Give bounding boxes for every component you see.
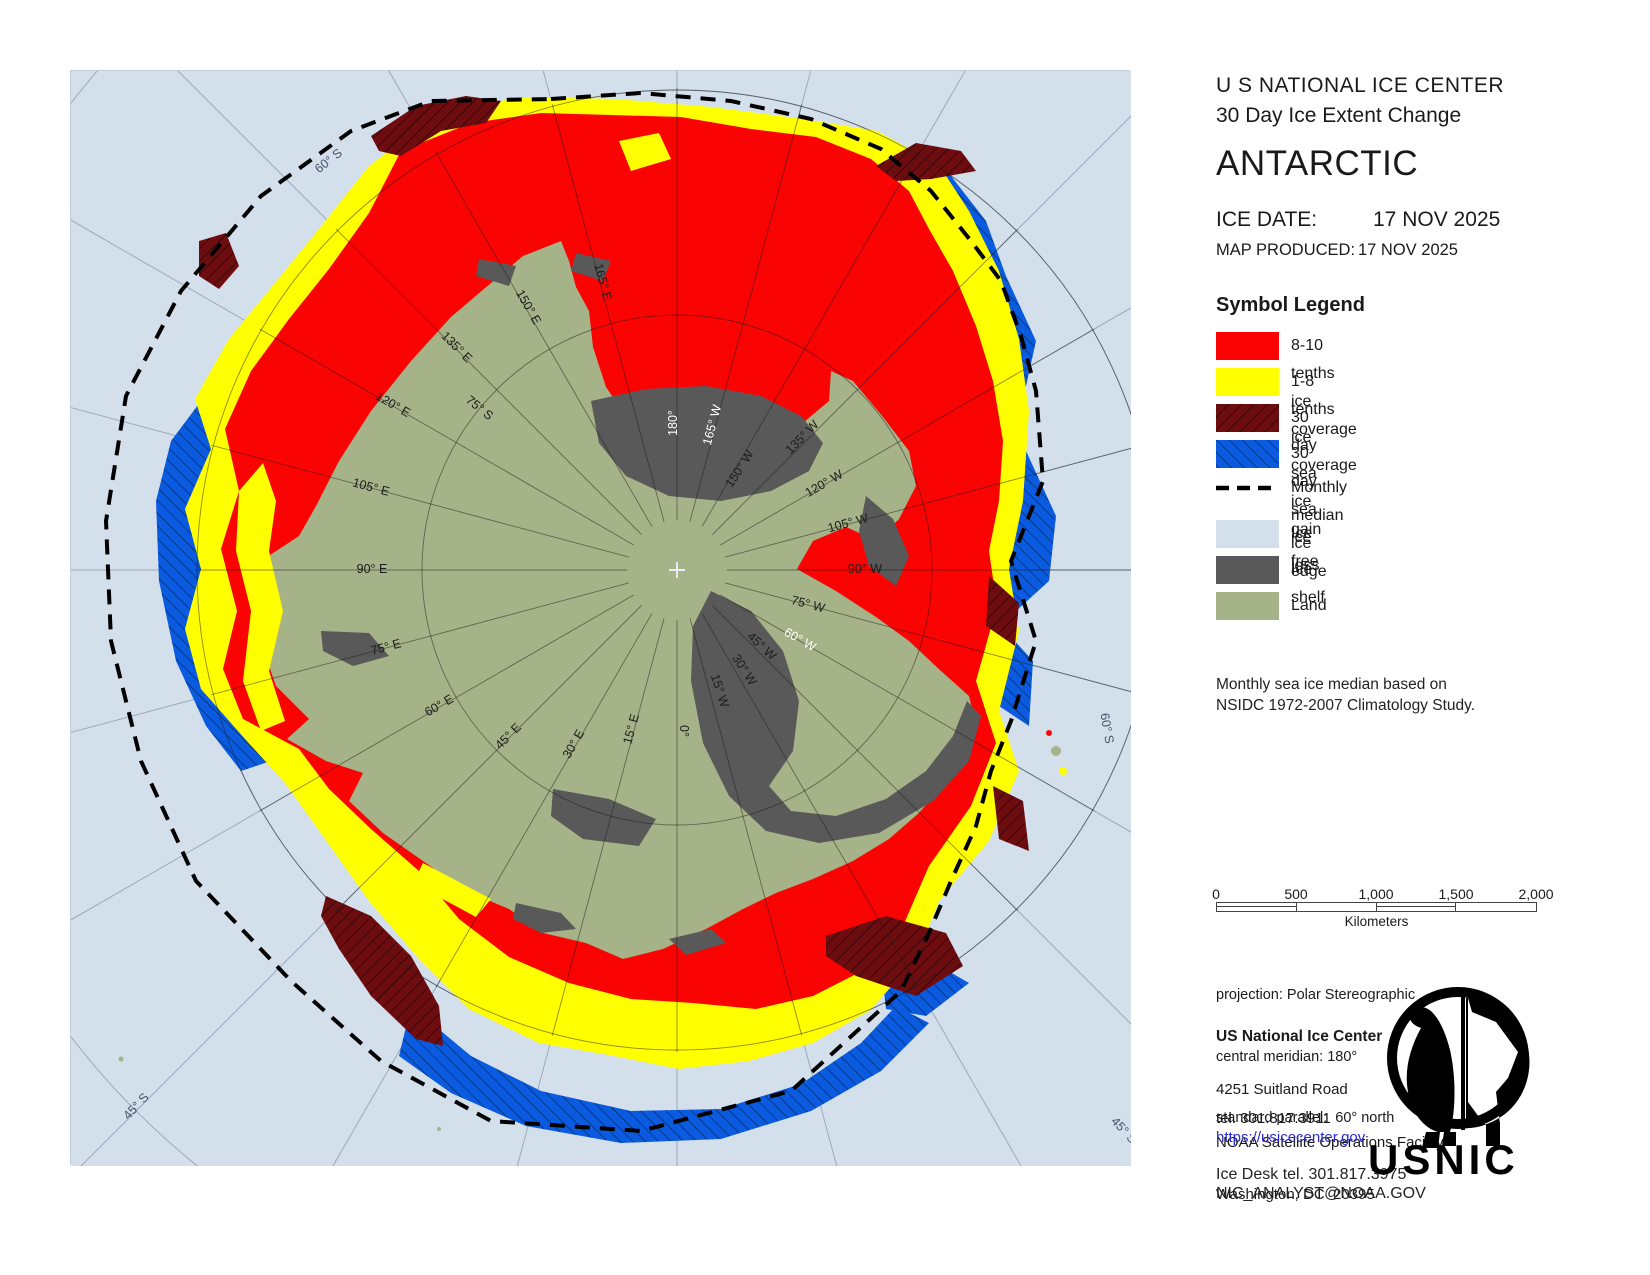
median-note-line1: Monthly sea ice median based on xyxy=(1216,676,1447,693)
projection-line: central meridian: 180° xyxy=(1216,1048,1358,1065)
usnic-logo: USNIC xyxy=(1368,987,1530,1180)
legend-label: 8-10 tenths ice coverage xyxy=(1291,337,1357,438)
dashed-line-swatch xyxy=(1216,485,1279,491)
logo-text: USNIC xyxy=(1368,1136,1519,1180)
legend-label: 30 day sea ice gain xyxy=(1291,409,1322,538)
loss-swatch xyxy=(1216,440,1279,468)
website-link[interactable]: https://usicecenter.gov xyxy=(1216,1129,1366,1146)
ice-date-row: ICE DATE: 17 NOV 2025 xyxy=(1216,208,1500,232)
ice-shelf-swatch xyxy=(1216,556,1279,584)
land-swatch xyxy=(1216,592,1279,620)
ross-ice-shelf xyxy=(591,386,823,501)
legend-label: 1-8 tenths ice coverage xyxy=(1291,373,1357,474)
map-produced-label: MAP PRODUCED: xyxy=(1216,241,1356,259)
analyst-email: NIC_ANALYST@NOAA.GOV xyxy=(1216,1185,1426,1202)
scale-bar-segments xyxy=(1216,902,1537,912)
graticule-label: 0° xyxy=(677,725,691,737)
product-title: 30 Day Ice Extent Change xyxy=(1216,104,1462,127)
median-note-line2: NSIDC 1972-2007 Climatology Study. xyxy=(1216,697,1476,714)
legend-label: Land xyxy=(1291,597,1327,614)
contact-name: US National Ice Center xyxy=(1216,1028,1383,1045)
ronne-ice-shelf xyxy=(691,591,981,843)
page-title: ANTARCTIC xyxy=(1216,144,1419,183)
south-pole-marker xyxy=(669,562,685,578)
scale-tick: 2,000 xyxy=(1518,886,1554,902)
scale-tick: 500 xyxy=(1284,886,1308,902)
outlying-islands xyxy=(118,730,1067,1131)
logo-pole xyxy=(1461,990,1465,1130)
land-antarctica xyxy=(257,241,976,959)
median-ice-edge xyxy=(103,90,1046,1134)
contact-address-line: Washington, DC 20395 xyxy=(1216,1186,1375,1203)
scale-bar: 0 500 1,000 1,500 2,000 Kilometers xyxy=(1212,886,1553,929)
legend-label: Ice shelf xyxy=(1291,561,1325,606)
ice-shelf-region xyxy=(321,253,981,955)
legend-label: 30 day sea ice loss xyxy=(1291,445,1320,574)
ice-free-swatch xyxy=(1216,520,1279,548)
penguin-feet xyxy=(1422,1122,1500,1148)
graticule-label: 90° E xyxy=(357,562,388,576)
projection-line: projection: Polar Stereographic xyxy=(1216,987,1416,1003)
map-produced-value: 17 NOV 2025 xyxy=(1358,241,1458,259)
ice-desk-tel: Ice Desk tel. 301.817.3975 xyxy=(1216,1166,1407,1183)
penguin-icon xyxy=(1406,1007,1455,1132)
ice-date-label: ICE DATE: xyxy=(1216,208,1318,231)
ice-date-value: 17 NOV 2025 xyxy=(1373,208,1501,231)
median-note: Monthly sea ice median based on NSIDC 19… xyxy=(1216,674,1475,716)
org-title: U S NATIONAL ICE CENTER xyxy=(1216,74,1505,97)
projection-line: standard parallel: 60° north xyxy=(1216,1110,1395,1126)
graticule-label: 60° S xyxy=(1097,712,1116,745)
contact-address-line: 4251 Suitland Road xyxy=(1216,1081,1348,1098)
scale-tick: 1,000 xyxy=(1358,886,1394,902)
legend-label: Monthly median ice edge xyxy=(1291,479,1348,580)
contact-tel: tel. 301.817.3911 xyxy=(1216,1110,1331,1127)
legend-title: Symbol Legend xyxy=(1216,294,1365,316)
map-produced-row: MAP PRODUCED: 17 NOV 2025 xyxy=(1216,241,1458,260)
contact-address: 4251 Suitland Road NOAA Satellite Operat… xyxy=(1216,1046,1444,1239)
polar-bear-icon xyxy=(1466,998,1530,1128)
scale-tick: 1,500 xyxy=(1438,886,1474,902)
yellow-swatch xyxy=(1216,368,1279,396)
antarctic-map: 180° 165° W 150° W 135° W 120° W 105° W … xyxy=(70,70,1131,1166)
yellow-coastal-fringe xyxy=(236,133,671,917)
gain-swatch xyxy=(1216,404,1279,432)
legend-label: Ice free xyxy=(1291,525,1319,570)
graticule-label: 90° W xyxy=(848,562,882,576)
projection-info: projection: Polar Stereographic central … xyxy=(1216,944,1415,1170)
graticule-label: 180° xyxy=(666,410,680,436)
scale-unit: Kilometers xyxy=(1344,914,1409,929)
red-swatch xyxy=(1216,332,1279,360)
info-panel: U S NATIONAL ICE CENTER 30 Day Ice Exten… xyxy=(1212,70,1646,1203)
scale-tick: 0 xyxy=(1212,886,1220,902)
